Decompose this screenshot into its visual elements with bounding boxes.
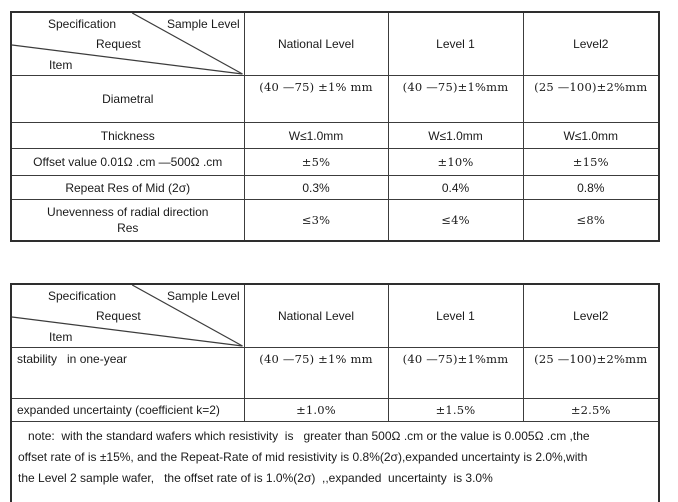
table-row-stability: stability in one-year (40 —75) ±1% mm (4…	[10, 347, 660, 399]
corner-label-specification: Specification	[48, 17, 117, 31]
column-header-level-1: Level 1	[387, 283, 524, 348]
table-row-expanded-uncertainty: expanded uncertainty (coefficient k=2) ±…	[10, 398, 660, 422]
note-cell: note: with the standard wafers which res…	[10, 421, 660, 502]
expanded-uncertainty-value-national: ±1.0%	[243, 398, 389, 422]
diagonal-line-2	[12, 316, 243, 347]
expanded-uncertainty-value-level2: ±2.5%	[522, 398, 660, 422]
corner-label-item: Item	[49, 330, 73, 344]
corner-label-request: Request	[96, 37, 141, 51]
stability-value-national: (40 —75) ±1% mm	[243, 347, 389, 399]
corner-label-sample-level: Sample Level	[167, 17, 240, 31]
diametral-value-level2: (25 —100)±2%mm	[522, 75, 660, 123]
table-row-unevenness: Unevenness of radial direction Res ≤3% ≤…	[10, 199, 660, 242]
table-row-note: note: with the standard wafers which res…	[10, 421, 660, 502]
stability-value-level1: (40 —75)±1%mm	[387, 347, 524, 399]
note-line-1: note: with the standard wafers which res…	[18, 429, 590, 443]
column-header-level-1: Level 1	[387, 11, 524, 76]
column-header-level-2: Level2	[522, 11, 660, 76]
offset-value-level1: ±10%	[387, 148, 524, 176]
stability-label: stability in one-year	[10, 347, 245, 399]
diagonal-line-1	[131, 13, 243, 75]
corner-label-specification: Specification	[48, 289, 117, 303]
repeat-res-value-level2: 0.8%	[522, 175, 660, 200]
unevenness-value-level1: ≤4%	[387, 199, 524, 242]
diagonal-line-1	[131, 285, 243, 347]
spec-table-1: Specification Sample Level Request Item …	[10, 11, 660, 242]
offset-value-level2: ±15%	[522, 148, 660, 176]
thickness-value-national: W≤1.0mm	[243, 122, 389, 149]
repeat-res-value-national: 0.3%	[243, 175, 389, 200]
diametral-label: Diametral	[10, 75, 245, 123]
column-header-level-2: Level2	[522, 283, 660, 348]
table-row-diametral: Diametral (40 —75) ±1% mm (40 —75)±1%mm …	[10, 75, 660, 123]
table-row-thickness: Thickness W≤1.0mm W≤1.0mm W≤1.0mm	[10, 122, 660, 149]
table-row-header: Specification Sample Level Request Item …	[10, 283, 660, 348]
column-header-national-level: National Level	[243, 283, 389, 348]
corner-header-cell: Specification Sample Level Request Item	[10, 11, 245, 76]
diagonal-divider-icon	[12, 285, 243, 347]
corner-label-request: Request	[96, 309, 141, 323]
unevenness-value-level2: ≤8%	[522, 199, 660, 242]
table-row-offset-value: Offset value 0.01Ω .cm —500Ω .cm ±5% ±10…	[10, 148, 660, 176]
corner-header-cell: Specification Sample Level Request Item	[10, 283, 245, 348]
unevenness-label-line2: Res	[117, 221, 139, 235]
unevenness-label: Unevenness of radial direction Res	[10, 199, 245, 242]
diametral-value-level1: (40 —75)±1%mm	[387, 75, 524, 123]
diagonal-divider-icon	[12, 13, 243, 75]
offset-label: Offset value 0.01Ω .cm —500Ω .cm	[10, 148, 245, 176]
unevenness-value-national: ≤3%	[243, 199, 389, 242]
table-row-repeat-res: Repeat Res of Mid (2σ) 0.3% 0.4% 0.8%	[10, 175, 660, 200]
expanded-uncertainty-label: expanded uncertainty (coefficient k=2)	[10, 398, 245, 422]
offset-value-national: ±5%	[243, 148, 389, 176]
repeat-res-value-level1: 0.4%	[387, 175, 524, 200]
spec-table-2: Specification Sample Level Request Item …	[10, 283, 660, 502]
diametral-value-national: (40 —75) ±1% mm	[243, 75, 389, 123]
thickness-label: Thickness	[10, 122, 245, 149]
column-header-national-level: National Level	[243, 11, 389, 76]
diagonal-line-2	[12, 44, 243, 75]
stability-value-level2: (25 —100)±2%mm	[522, 347, 660, 399]
repeat-res-label: Repeat Res of Mid (2σ)	[10, 175, 245, 200]
table-row-header: Specification Sample Level Request Item …	[10, 11, 660, 76]
note-line-2: offset rate of is ±15%, and the Repeat-R…	[18, 450, 588, 464]
corner-label-item: Item	[49, 58, 73, 72]
corner-label-sample-level: Sample Level	[167, 289, 240, 303]
thickness-value-level1: W≤1.0mm	[387, 122, 524, 149]
expanded-uncertainty-value-level1: ±1.5%	[387, 398, 524, 422]
unevenness-label-line1: Unevenness of radial direction	[47, 205, 209, 219]
thickness-value-level2: W≤1.0mm	[522, 122, 660, 149]
note-line-3: the Level 2 sample wafer, the offset rat…	[18, 471, 493, 485]
